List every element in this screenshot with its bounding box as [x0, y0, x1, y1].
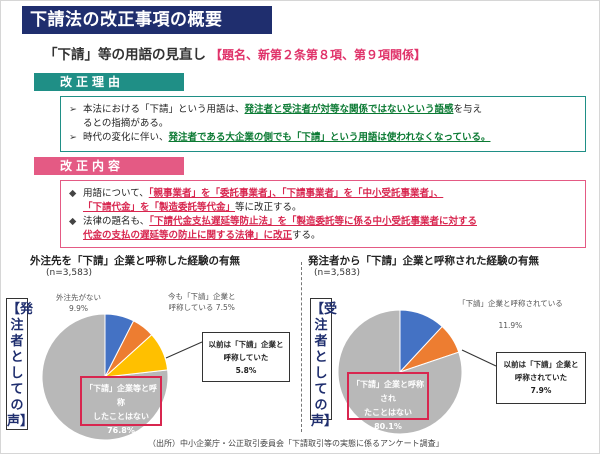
left-vertical-label: 【発注者としての声】: [6, 298, 33, 430]
arrow-bullet-icon: ➢: [69, 132, 77, 143]
right-vertical-label: 【受注者としての声】: [310, 298, 337, 429]
subtitle-main: 「下請」等の用語の見直し: [44, 47, 206, 63]
left-chart-n: (n=3,583): [46, 268, 93, 278]
reason-label: 改正理由: [34, 73, 184, 91]
label-no-outsourcing: 外注先がない 9.9%: [56, 293, 101, 313]
content-line: ◆ 法律の題名も、「下請代金支払遅延等防止法」を「製造委託等に係る中小受託事業者に…: [69, 216, 477, 227]
source-note: （出所）中小企業庁・公正取引委員会「下請取引等の実態に係るアンケート調査」: [148, 439, 444, 448]
content-line: 代金の支払の遅延等の防止に関する法律」に改正する。: [83, 230, 321, 241]
pie-slice: [337, 309, 463, 435]
left-callout-leader: [165, 341, 203, 359]
label-before-call: 以前は「下請」企業と 呼称していた 5.8%: [202, 332, 290, 382]
section-subtitle: 「下請」等の用語の見直し 【題名、新第２条第８項、第９項関係】: [44, 43, 426, 63]
reason-box: ➢ 本法における「下請」という用語は、発注者と受注者が対等な関係ではないという語感…: [60, 96, 586, 152]
diamond-bullet-icon: ◆: [69, 216, 77, 227]
label-main-right: 「下請」企業と呼称され たことはない 80.1%: [347, 372, 429, 431]
right-chart-n: (n=3,583): [314, 268, 361, 278]
reason-line: ➢ 本法における「下請」という用語は、発注者と受注者が対等な関係ではないという語感…: [69, 104, 483, 115]
subtitle-ref: 【題名、新第２条第８項、第９項関係】: [210, 48, 427, 62]
label-main-left: 「下請」企業等と呼称 したことはない 76.8%: [80, 376, 162, 435]
right-chart-header: 発注者から「下請」企業と呼称された経験の有無: [308, 255, 539, 267]
right-pie-chart: [337, 309, 463, 435]
content-line: ◆ 用語について、「親事業者」を「委託事業者」、「下請事業者」を「中小受託事業者」…: [69, 188, 444, 199]
arrow-bullet-icon: ➢: [69, 104, 77, 115]
panel-divider: [301, 262, 302, 432]
content-label: 改正内容: [34, 157, 184, 175]
diamond-bullet-icon: ◆: [69, 188, 77, 199]
right-callout-leader: [461, 349, 497, 367]
left-chart-header: 外注先を「下請」企業と呼称した経験の有無: [30, 255, 240, 267]
page-title: 下請法の改正事項の概要: [22, 6, 272, 34]
label-called-now: 「下請」企業と呼称されている 11.9%: [458, 299, 563, 330]
reason-line: るとの指摘がある。: [83, 118, 169, 129]
label-now-call: 今も「下請」企業と 呼称している 7.5%: [168, 292, 236, 312]
label-called-before: 以前は「下請」企業と 呼称されていた 7.9%: [496, 352, 586, 404]
reason-line: ➢ 時代の変化に伴い、発注者である大企業の側でも「下請」という用語は使われなくなっ…: [69, 132, 491, 143]
content-box: ◆ 用語について、「親事業者」を「委託事業者」、「下請事業者」を「中小受託事業者」…: [60, 180, 586, 248]
pie-slice: [103, 334, 169, 378]
content-line: 「下請代金」を「製造委託等代金」等に改正する。: [83, 202, 302, 213]
